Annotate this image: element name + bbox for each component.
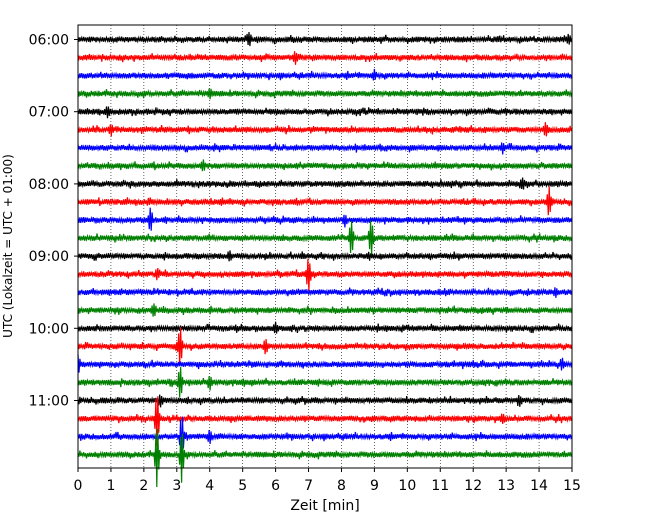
y-tick-label-20: 11:00 <box>29 394 69 410</box>
y-axis: 06:00 07:00 08:00 09:00 10:00 11:00 <box>29 33 78 410</box>
x-tick-label-15: 15 <box>563 478 581 494</box>
x-tick-label-14: 14 <box>530 478 548 494</box>
seismic-trace-19 <box>77 366 573 398</box>
seismic-trace-20 <box>77 394 573 408</box>
x-tick-label-12: 12 <box>464 478 482 494</box>
trace-layer <box>77 32 573 488</box>
x-axis-label: Zeit [min] <box>290 498 359 514</box>
seismic-trace-10 <box>77 207 573 231</box>
x-tick-label-0: 0 <box>74 478 83 494</box>
seismic-trace-12 <box>77 250 573 262</box>
x-axis: 0 1 2 3 4 5 6 7 8 9 10 11 12 13 14 15 <box>74 468 581 494</box>
y-tick-label-16: 10:00 <box>29 321 69 337</box>
x-tick-label-10: 10 <box>398 478 416 494</box>
y-tick-label-0: 06:00 <box>29 33 69 49</box>
plot-frame <box>77 24 573 469</box>
seismic-trace-17 <box>77 327 573 366</box>
x-tick-label-8: 8 <box>337 478 346 494</box>
x-tick-label-11: 11 <box>431 478 449 494</box>
seismic-trace-9 <box>77 186 573 216</box>
seismic-trace-6 <box>77 142 573 155</box>
x-tick-label-13: 13 <box>497 478 515 494</box>
seismic-trace-8 <box>77 177 573 190</box>
seismic-trace-18 <box>77 354 573 373</box>
y-tick-label-12: 09:00 <box>29 249 69 265</box>
seismic-trace-0 <box>77 32 573 47</box>
x-tick-label-9: 9 <box>370 478 379 494</box>
seismic-trace-16 <box>77 321 573 334</box>
seismic-trace-1 <box>77 51 573 65</box>
seismic-trace-14 <box>77 287 573 298</box>
grid-layer <box>110 25 540 468</box>
x-tick-label-2: 2 <box>139 478 148 494</box>
y-axis-label: UTC (Lokalzeit = UTC + 01:00) <box>1 154 15 338</box>
seismic-trace-2 <box>77 68 573 81</box>
y-tick-label-4: 07:00 <box>29 105 69 121</box>
seismic-trace-7 <box>77 159 573 172</box>
x-tick-label-3: 3 <box>172 478 181 494</box>
seismic-trace-22 <box>77 416 573 462</box>
x-tick-label-7: 7 <box>304 478 313 494</box>
seismic-trace-3 <box>77 88 573 100</box>
seismic-trace-5 <box>77 122 573 137</box>
seismic-trace-4 <box>77 106 573 119</box>
seismic-trace-15 <box>77 303 573 317</box>
seismic-trace-11 <box>77 220 573 256</box>
x-tick-label-5: 5 <box>238 478 247 494</box>
x-tick-label-6: 6 <box>271 478 280 494</box>
seismic-trace-21 <box>77 396 573 447</box>
x-tick-label-1: 1 <box>106 478 115 494</box>
seismic-trace-13 <box>77 259 573 292</box>
y-tick-label-8: 08:00 <box>29 177 69 193</box>
x-tick-label-4: 4 <box>205 478 214 494</box>
seismic-trace-23 <box>77 428 573 488</box>
